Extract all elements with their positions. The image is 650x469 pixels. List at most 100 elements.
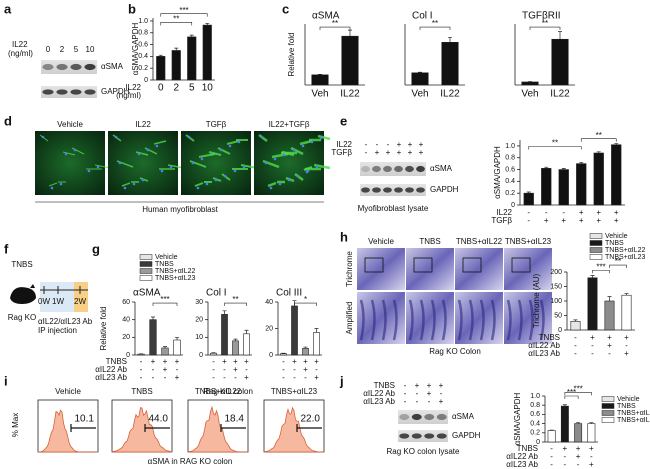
condition-sign: + — [244, 357, 249, 366]
x-axis-label: (ng/ml) — [116, 91, 141, 100]
crypt — [392, 299, 398, 341]
condition-sign: + — [233, 365, 238, 374]
y-tick-label: 30 — [195, 299, 203, 306]
error-bar — [222, 310, 227, 315]
error-bar — [573, 319, 578, 322]
condition-sign: + — [408, 148, 413, 157]
blot-band — [372, 165, 381, 173]
fiber — [271, 152, 289, 159]
nucleus — [223, 174, 227, 178]
fiber — [62, 151, 76, 156]
crypt — [517, 299, 523, 341]
condition-sign: - — [591, 349, 594, 358]
condition-sign: - — [212, 357, 215, 366]
significance-label: ** — [542, 19, 548, 28]
nucleus — [73, 148, 77, 152]
nucleus — [132, 182, 136, 186]
timeline-label: 0W — [38, 297, 50, 306]
nucleus — [264, 161, 268, 165]
timeline-label: 2W — [74, 297, 86, 306]
bar — [576, 163, 587, 206]
y-tick-label: 0 — [126, 352, 130, 359]
condition-sign: - — [212, 365, 215, 374]
condition-sign: - — [404, 397, 407, 406]
y-tick-label: 1.0 — [505, 143, 515, 150]
panel-letter: f — [4, 241, 9, 256]
panel-letter: b — [128, 1, 136, 16]
significance-bracket — [609, 264, 627, 269]
crypt — [479, 299, 485, 341]
bar — [210, 352, 217, 356]
row-label: Trichrome — [345, 251, 354, 287]
band-label: αSMA — [430, 164, 453, 173]
blot-band — [42, 63, 54, 71]
y-tick-label: 40 — [265, 299, 273, 306]
bar — [521, 81, 539, 86]
crypt — [506, 299, 512, 341]
legend-swatch — [139, 275, 153, 281]
zoom-box — [364, 257, 384, 273]
condition-sign: - — [416, 389, 419, 398]
condition-sign: - — [562, 208, 565, 217]
crypt — [370, 299, 376, 341]
nucleus — [278, 182, 282, 186]
blot-image — [41, 86, 97, 98]
condition-label: αIL23 Ab — [95, 373, 127, 382]
legend-swatch — [589, 254, 603, 260]
x-axis-label: IL22 — [125, 83, 141, 92]
condition-sign: - — [140, 365, 143, 374]
fiber — [226, 140, 240, 145]
crypt — [457, 299, 463, 341]
condition-sign: + — [408, 140, 413, 149]
significance-bracket — [160, 22, 193, 26]
condition-label: TNBS — [374, 381, 395, 390]
bar — [593, 152, 604, 206]
significance-bracket — [160, 13, 208, 17]
bar — [149, 319, 157, 356]
nucleus — [191, 161, 195, 165]
condition-sign: - — [440, 389, 443, 398]
gate-value: 10.1 — [74, 414, 94, 425]
y-tick-label: 0.6 — [530, 411, 540, 418]
y-axis-label: αSMA/GAPDH — [513, 392, 522, 445]
nucleus — [155, 144, 159, 148]
significance-bracket — [529, 26, 561, 31]
blot-band — [394, 165, 403, 173]
image-title: Vehicle — [57, 120, 83, 129]
bar — [541, 168, 552, 206]
panel-letter: e — [340, 113, 347, 128]
image-title: TNBS+αIL23 — [505, 237, 552, 246]
nucleus — [50, 186, 54, 190]
bar — [411, 72, 429, 86]
y-tick-label: 0 — [536, 439, 540, 446]
gate-value: 22.0 — [300, 414, 320, 425]
y-axis-label: Relative fold — [287, 32, 296, 76]
condition-label: TNBS — [106, 357, 127, 366]
significance-label: ** — [173, 14, 179, 23]
legend-swatch — [601, 403, 615, 409]
y-axis-label: % Max — [11, 413, 20, 437]
bar — [558, 169, 569, 206]
band-label: αSMA — [101, 62, 124, 71]
nucleus — [319, 136, 323, 140]
blot-band — [56, 63, 68, 71]
significance-bracket — [319, 26, 351, 31]
microscopy-image — [108, 131, 178, 195]
nucleus — [296, 174, 300, 178]
error-bar — [175, 336, 179, 340]
microscopy-image — [35, 131, 105, 195]
blot-band — [411, 413, 422, 421]
caption: Rag KO colon lysate — [387, 447, 460, 456]
condition-sign: - — [590, 452, 593, 461]
condition-sign: + — [607, 341, 612, 350]
histogram — [187, 405, 248, 453]
fiber — [221, 173, 231, 181]
condition-sign: + — [563, 444, 568, 453]
nucleus — [141, 178, 145, 182]
significance-label: ** — [432, 19, 438, 28]
fiber — [153, 140, 167, 145]
x-tick-label: 2 — [173, 83, 179, 94]
condition-sign: - — [304, 373, 307, 382]
condition-sign: + — [439, 397, 444, 406]
y-tick-label: 0.2 — [530, 430, 540, 437]
